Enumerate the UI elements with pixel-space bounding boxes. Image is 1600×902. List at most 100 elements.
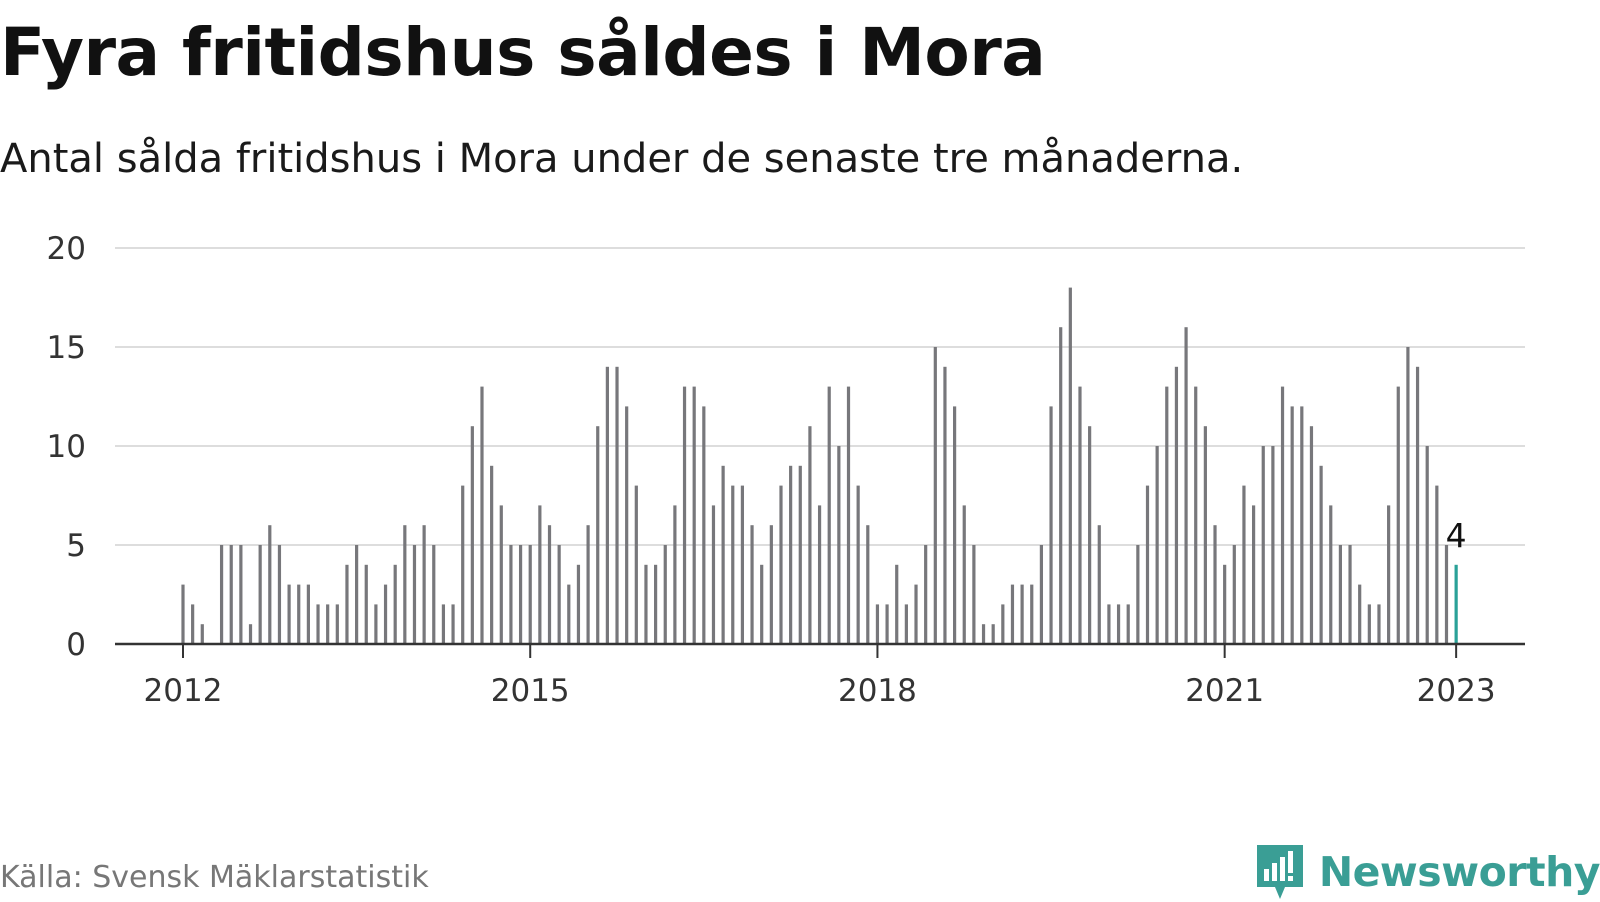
bar — [403, 525, 407, 644]
bar — [798, 465, 802, 644]
bar — [557, 545, 561, 644]
bar — [769, 525, 773, 644]
grid-lines — [115, 247, 1525, 546]
bar — [316, 604, 320, 644]
bar — [924, 545, 928, 644]
bar — [1088, 426, 1092, 644]
bar — [200, 624, 204, 644]
bar — [1415, 366, 1420, 644]
bar — [1039, 545, 1044, 644]
bar — [1049, 406, 1053, 644]
highlight-bar — [1454, 564, 1458, 644]
bar — [1387, 505, 1391, 644]
bar — [432, 545, 436, 644]
bar — [393, 564, 397, 644]
bar — [461, 485, 465, 644]
bar — [1174, 366, 1179, 644]
bar — [1194, 386, 1198, 644]
bar — [779, 485, 783, 644]
bar — [615, 366, 619, 644]
bar — [441, 604, 446, 644]
bar — [576, 564, 581, 644]
bar — [422, 525, 426, 644]
x-tick-label: 2015 — [491, 673, 570, 709]
bar — [875, 604, 880, 644]
bar — [1290, 406, 1294, 644]
bar — [1348, 545, 1352, 644]
bar — [943, 366, 947, 644]
bar — [268, 525, 272, 644]
source-note: Källa: Svensk Mäklarstatistik — [0, 860, 429, 895]
bar — [229, 545, 233, 644]
bar-chart: 0 5 10 15 20 2012 2015 2018 2021 2023 4 — [47, 231, 1525, 709]
bar — [760, 564, 764, 644]
y-tick-label: 5 — [66, 528, 86, 564]
bar — [1097, 525, 1101, 644]
bar — [219, 545, 224, 644]
bar — [817, 505, 822, 644]
x-axis — [115, 642, 1525, 658]
bar — [1309, 426, 1314, 644]
bar — [1078, 386, 1082, 644]
bar — [181, 584, 185, 644]
x-tick-label: 2012 — [144, 673, 223, 709]
bar — [412, 545, 417, 644]
bar — [596, 426, 600, 644]
bar — [383, 584, 388, 644]
bar — [856, 485, 860, 644]
chart-title: Fyra fritidshus såldes i Mora — [0, 14, 1046, 91]
bar — [904, 604, 908, 644]
bar — [808, 426, 812, 644]
bar — [1396, 386, 1400, 644]
bar — [277, 545, 282, 644]
bar — [1213, 525, 1217, 644]
bar — [846, 386, 851, 644]
bar — [258, 545, 262, 644]
y-tick-label: 10 — [47, 429, 86, 465]
bar — [721, 465, 725, 644]
bar — [374, 604, 378, 644]
bar — [538, 505, 542, 644]
bar — [981, 624, 986, 644]
bar — [991, 624, 995, 644]
x-tick-label: 2021 — [1185, 673, 1264, 709]
bar — [663, 545, 667, 644]
bar — [1367, 604, 1371, 644]
bar — [1271, 446, 1275, 644]
bar — [1184, 327, 1188, 644]
y-axis-labels: 0 5 10 15 20 — [47, 231, 86, 663]
bar — [345, 564, 349, 644]
bar — [306, 584, 310, 644]
bar — [509, 545, 513, 644]
chart-subtitle: Antal sålda fritidshus i Mora under de s… — [0, 136, 1244, 182]
bar — [1126, 604, 1130, 644]
bar — [297, 584, 301, 644]
bar — [1261, 446, 1265, 644]
brand-logo: Newsworthy — [1255, 842, 1600, 902]
bar — [1020, 584, 1024, 644]
bar — [335, 604, 339, 644]
bar — [866, 525, 870, 644]
bar — [1242, 485, 1246, 644]
bar — [480, 386, 484, 644]
bar — [953, 406, 957, 644]
bar — [654, 564, 658, 644]
bar — [1107, 604, 1111, 644]
bar — [962, 505, 966, 644]
bar — [1329, 505, 1333, 644]
bar — [1358, 584, 1362, 644]
y-tick-label: 0 — [66, 627, 86, 663]
bar — [499, 505, 503, 644]
bar — [702, 406, 706, 644]
bar — [1203, 426, 1207, 644]
bar — [1435, 485, 1439, 644]
bar — [731, 485, 735, 644]
bar — [837, 446, 841, 644]
bar — [528, 545, 532, 644]
bar — [885, 604, 889, 644]
y-tick-label: 15 — [47, 330, 86, 366]
bar — [682, 386, 687, 644]
bar — [326, 604, 330, 644]
bar — [287, 584, 291, 644]
bar — [750, 525, 754, 644]
